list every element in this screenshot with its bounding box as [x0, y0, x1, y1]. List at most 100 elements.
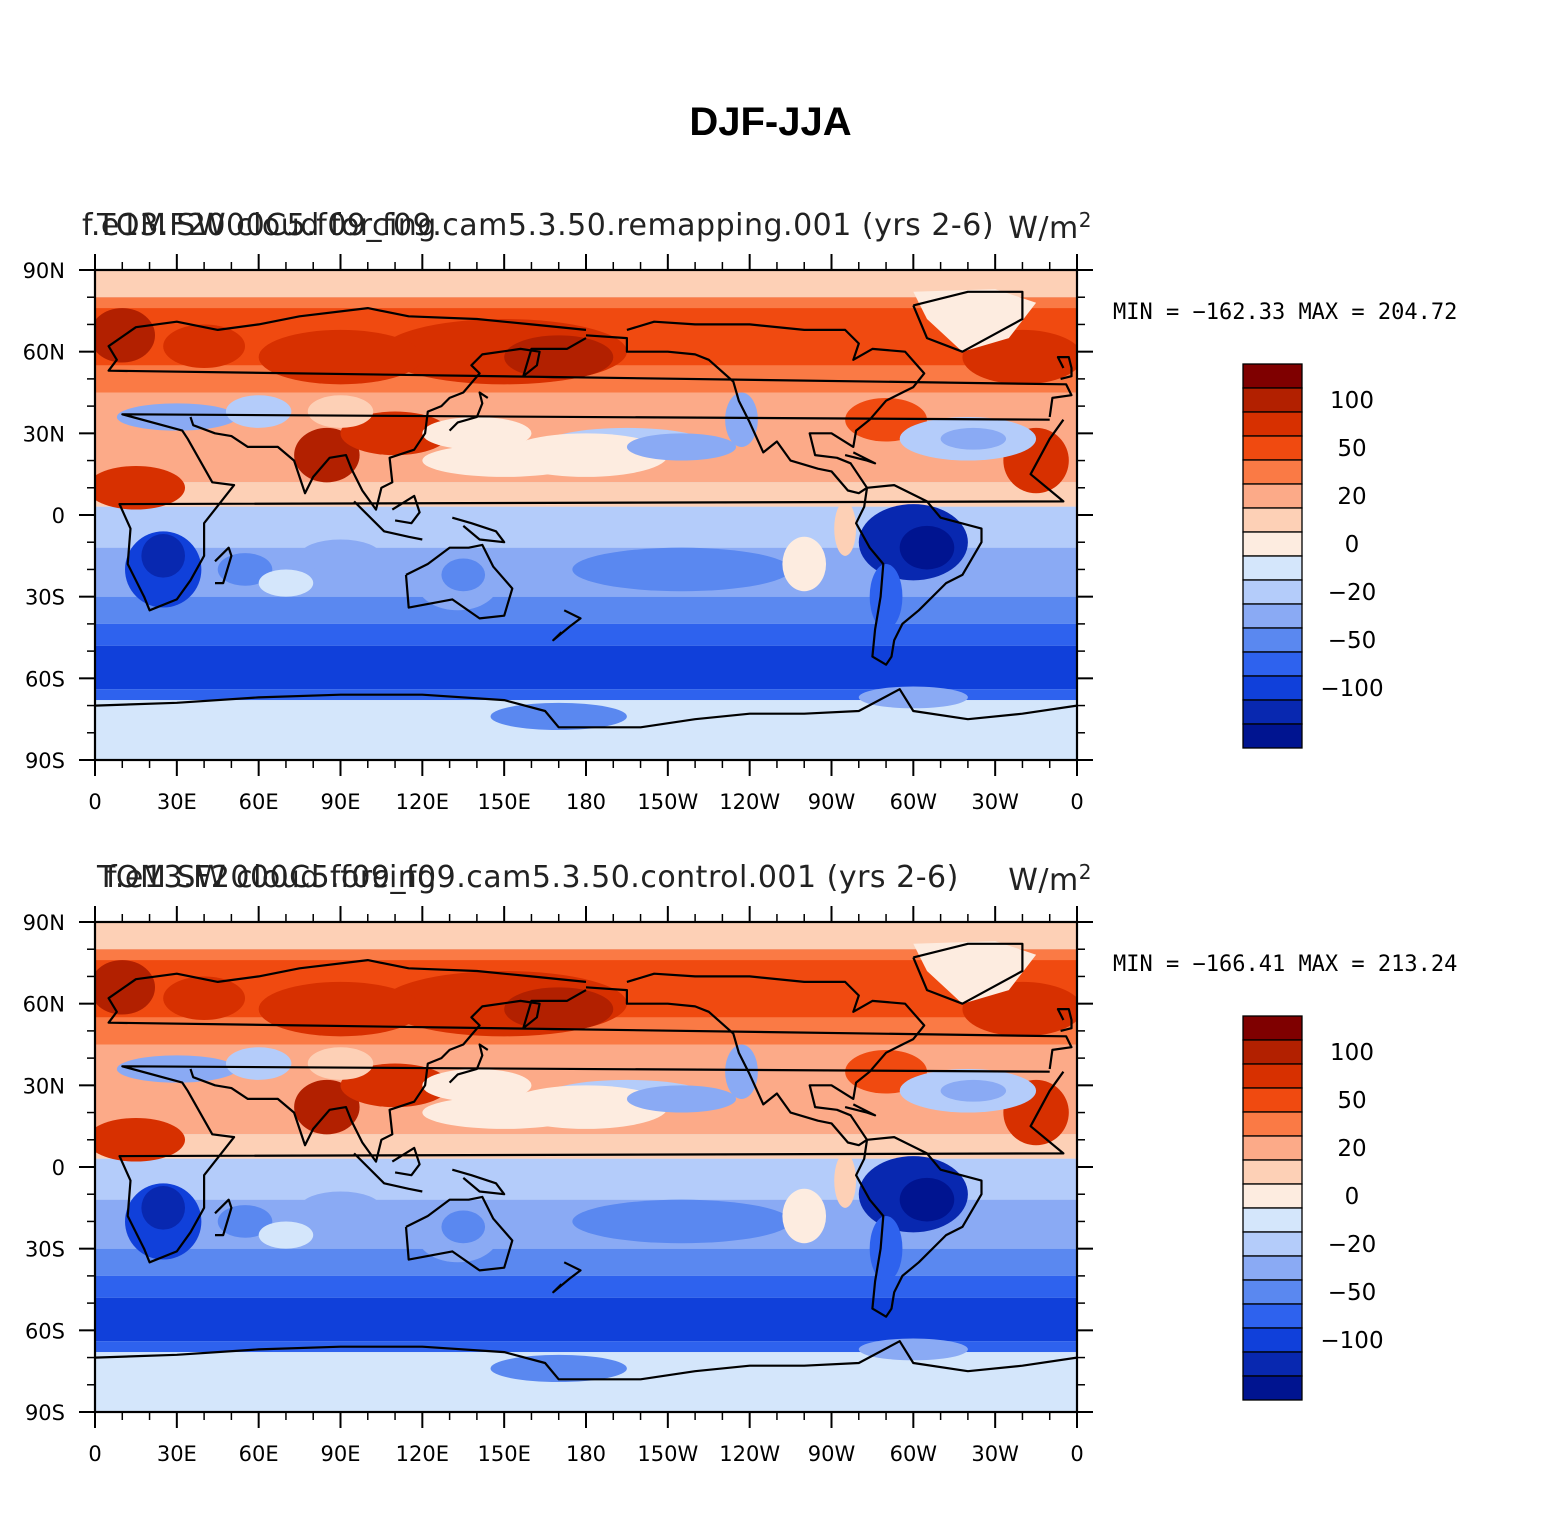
coastlines [95, 290, 1077, 729]
colorbar-swatch [1242, 1255, 1303, 1281]
lon-tick-label: 30W [971, 790, 1019, 814]
lon-tick-label: 90W [808, 1442, 856, 1466]
lon-tick-label: 150W [637, 790, 698, 814]
lat-tick-label: 90S [25, 1401, 65, 1425]
colorbar-label: −50 [1328, 1280, 1377, 1306]
lon-tick-label: 60W [890, 790, 938, 814]
colorbar-swatch [1242, 459, 1303, 485]
contour-field [95, 922, 1077, 1412]
lat-tick-label: 60S [25, 667, 65, 691]
colorbar-swatch [1242, 1015, 1303, 1041]
colorbar-swatch [1242, 1303, 1303, 1329]
colorbar-label: −50 [1328, 628, 1377, 654]
units-label: W/m2 [1008, 860, 1092, 898]
colorbar-swatch [1242, 651, 1303, 677]
colorbar-swatch [1242, 1183, 1303, 1209]
colorbar-label: −20 [1328, 1232, 1377, 1258]
min-max-label: MIN = −166.41 MAX = 213.24 [1113, 952, 1458, 977]
colorbar-label: −100 [1320, 1328, 1383, 1354]
colorbar-label: 20 [1337, 1136, 1366, 1162]
map-panel-bottom: 90N 60N 30N 0 30S 60S 90S 0 30E 60E 90E 120E 150E 180… [0, 842, 1541, 1482]
colorbar-swatch [1242, 1039, 1303, 1065]
colorbar-swatch [1242, 603, 1303, 629]
colorbar-swatch [1242, 1375, 1303, 1401]
colorbar: 100 50 20 0 −20 −50 −100 [1242, 1015, 1384, 1401]
lat-tick-label: 30N [23, 422, 65, 446]
colorbar-swatch [1242, 699, 1303, 725]
lon-tick-label: 90E [321, 1442, 361, 1466]
colorbar-label: 50 [1337, 436, 1366, 462]
colorbar-swatch [1242, 1111, 1303, 1137]
colorbar-swatch [1242, 1327, 1303, 1353]
map-panel-top: 90N 60N 30N 0 30S 60S 90S 0 30E 60E 90E 120E 150E 180… [0, 190, 1541, 830]
lat-tick-label: 60S [25, 1319, 65, 1343]
lat-tick-label: 60N [23, 341, 65, 365]
lon-tick-label: 30W [971, 1442, 1019, 1466]
colorbar-swatch [1242, 363, 1303, 389]
colorbar-label: 0 [1345, 1184, 1360, 1210]
colorbar-swatch [1242, 1159, 1303, 1185]
lon-tick-label: 60E [239, 1442, 279, 1466]
colorbar-swatch [1242, 1087, 1303, 1113]
map-plot: 90N 60N 30N 0 30S 60S 90S 0 30E 60E 90E 120E 150E 180… [23, 906, 1384, 1466]
lat-tick-label: 30N [23, 1074, 65, 1098]
lat-tick-label: 90N [23, 259, 65, 283]
colorbar-swatch [1242, 627, 1303, 653]
lat-tick-label: 90N [23, 911, 65, 935]
lon-tick-label: 30E [157, 1442, 197, 1466]
colorbar-swatch [1242, 483, 1303, 509]
lon-tick-label: 120E [396, 1442, 449, 1466]
colorbar-swatch [1242, 555, 1303, 581]
colorbar: 100 50 20 0 −20 −50 −100 [1242, 363, 1384, 749]
lon-tick-label: 0 [88, 790, 101, 814]
variable-label: TOM SW cloud forcing [97, 860, 437, 895]
colorbar-swatch [1242, 1231, 1303, 1257]
lon-tick-label: 0 [88, 1442, 101, 1466]
lon-tick-label: 180 [566, 1442, 606, 1466]
lat-tick-label: 30S [25, 1238, 65, 1262]
colorbar-swatch [1242, 1135, 1303, 1161]
colorbar-swatch [1242, 531, 1303, 557]
min-max-label: MIN = −162.33 MAX = 204.72 [1113, 300, 1458, 325]
colorbar-label: 100 [1330, 1040, 1374, 1066]
lon-tick-label: 150W [637, 1442, 698, 1466]
case-label: f.e13.F2000C5.f09_f09.cam5.3.50.control.… [106, 860, 959, 895]
lat-tick-label: 0 [52, 1156, 65, 1180]
colorbar-label: −100 [1320, 676, 1383, 702]
lon-tick-label: 0 [1070, 1442, 1083, 1466]
colorbar-swatch [1242, 411, 1303, 437]
colorbar-swatch [1242, 1279, 1303, 1305]
colorbar-label: 50 [1337, 1088, 1366, 1114]
contour-field [95, 270, 1077, 760]
lon-tick-label: 120E [396, 790, 449, 814]
lon-tick-label: 60E [239, 790, 279, 814]
colorbar-swatch [1242, 675, 1303, 701]
lon-tick-label: 30E [157, 790, 197, 814]
lat-tick-label: 30S [25, 586, 65, 610]
colorbar-label: 0 [1345, 532, 1360, 558]
colorbar-swatch [1242, 579, 1303, 605]
colorbar-label: 100 [1330, 388, 1374, 414]
lon-tick-label: 180 [566, 790, 606, 814]
case-label: f.e13.F2000C5.f09_f09.cam5.3.50.remappin… [82, 208, 995, 243]
coastlines [95, 942, 1077, 1381]
lon-tick-label: 60W [890, 1442, 938, 1466]
colorbar-swatch [1242, 507, 1303, 533]
map-plot: 90N 60N 30N 0 30S 60S 90S 0 30E 60E 90E 120E 150E 180… [23, 254, 1384, 814]
colorbar-swatch [1242, 1063, 1303, 1089]
lon-tick-label: 90W [808, 790, 856, 814]
colorbar-label: 20 [1337, 484, 1366, 510]
lat-tick-label: 60N [23, 993, 65, 1017]
lon-tick-label: 150E [477, 1442, 530, 1466]
colorbar-swatch [1242, 435, 1303, 461]
variable-label: TOM SW cloud forcing [97, 208, 437, 243]
lon-tick-label: 120W [719, 790, 780, 814]
colorbar-swatch [1242, 1351, 1303, 1377]
colorbar-swatch [1242, 387, 1303, 413]
colorbar-swatch [1242, 723, 1303, 749]
lon-tick-label: 120W [719, 1442, 780, 1466]
lon-tick-label: 150E [477, 790, 530, 814]
figure-title: DJF-JJA [689, 100, 852, 144]
lon-tick-label: 90E [321, 790, 361, 814]
lon-tick-label: 0 [1070, 790, 1083, 814]
